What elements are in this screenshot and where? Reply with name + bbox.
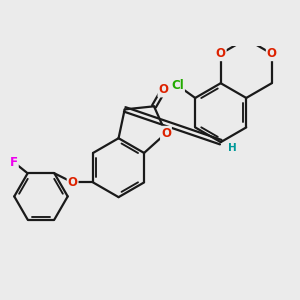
Text: O: O <box>158 83 168 97</box>
Text: H: H <box>228 143 237 153</box>
Text: O: O <box>68 176 78 189</box>
Text: Cl: Cl <box>171 79 184 92</box>
Text: F: F <box>10 156 18 169</box>
Text: O: O <box>267 47 277 60</box>
Text: O: O <box>216 47 226 60</box>
Text: O: O <box>161 127 171 140</box>
